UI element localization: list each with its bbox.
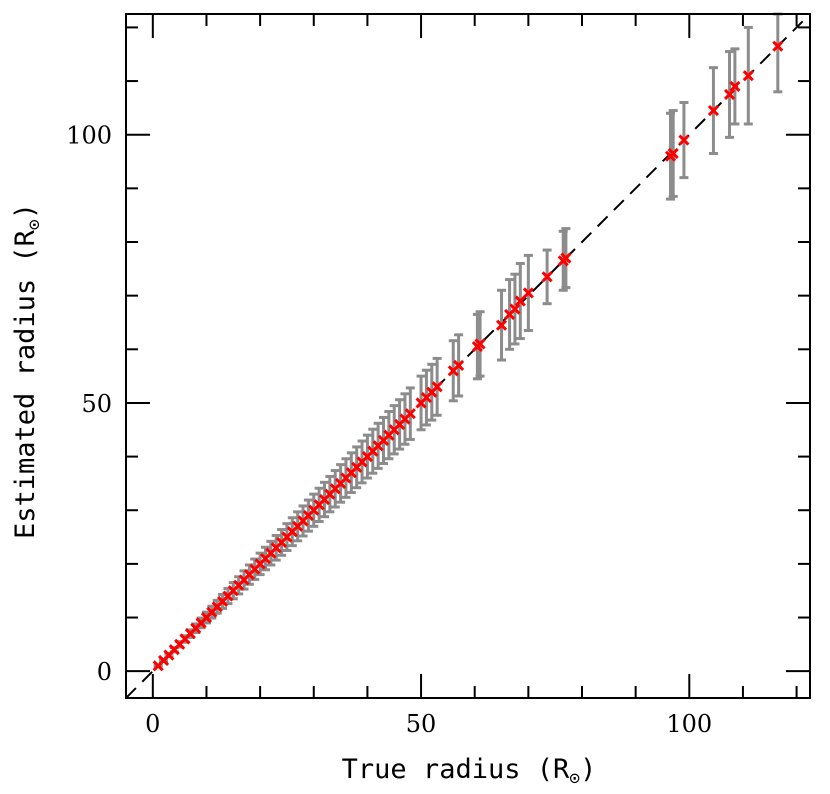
data-point-stroke	[723, 88, 736, 101]
y-tick-label: 0	[97, 658, 112, 686]
error-bars	[153, 12, 783, 668]
data-point	[742, 70, 754, 82]
data-point	[474, 338, 486, 350]
x-axis-label-close: )	[580, 754, 596, 785]
data-point	[723, 88, 736, 101]
data-point	[729, 80, 741, 92]
data-point	[522, 287, 534, 299]
y-tick-label: 100	[66, 122, 112, 150]
data-point	[431, 381, 443, 393]
data-point	[495, 319, 508, 331]
data-point-stroke	[453, 359, 465, 371]
data-point	[509, 303, 521, 315]
data-point-stroke	[707, 105, 719, 117]
x-tick-label: 50	[406, 710, 437, 738]
data-point	[678, 134, 690, 146]
data-point-stroke	[474, 338, 486, 350]
x-tick-label: 100	[666, 710, 712, 738]
data-point	[404, 408, 416, 420]
data-point	[707, 105, 719, 117]
data-point	[541, 271, 553, 283]
x-axis-label-text: True radius (R	[342, 754, 570, 785]
x-tick-label: 0	[145, 710, 160, 738]
data-point	[453, 359, 465, 371]
tick-labels: 0 50 100 0 50 100	[66, 122, 712, 738]
data-point-stroke	[729, 80, 741, 92]
data-point	[514, 295, 526, 307]
data-point-stroke	[514, 295, 526, 307]
axis-ticks	[126, 14, 810, 698]
data-point-stroke	[772, 40, 784, 52]
data-point-stroke	[560, 252, 572, 264]
data-point-stroke	[431, 381, 443, 393]
y-axis-label: Estimated radius (R⊙)	[10, 203, 45, 539]
data-point-stroke	[522, 287, 534, 299]
data-point-stroke	[742, 70, 754, 82]
data-point	[667, 147, 679, 160]
data-point	[772, 40, 784, 52]
y-axis-label-text: Estimated radius (R	[10, 229, 41, 539]
data-point-stroke	[541, 271, 553, 283]
data-point-stroke	[404, 408, 416, 420]
y-axis-label-close: )	[10, 203, 41, 219]
y-axis-label-sun-symbol: ⊙	[24, 219, 45, 230]
plot-frame	[125, 13, 811, 699]
data-point-stroke	[678, 134, 690, 146]
data-point-stroke	[509, 303, 521, 315]
data-point	[560, 252, 572, 264]
error-bar	[773, 12, 783, 94]
data-point-stroke	[495, 319, 508, 331]
y-tick-label: 50	[81, 390, 112, 418]
data-points	[152, 40, 784, 672]
x-axis-label-sun-symbol: ⊙	[569, 768, 580, 789]
data-point-stroke	[667, 147, 679, 160]
x-axis-label: True radius (R⊙)	[342, 754, 597, 789]
